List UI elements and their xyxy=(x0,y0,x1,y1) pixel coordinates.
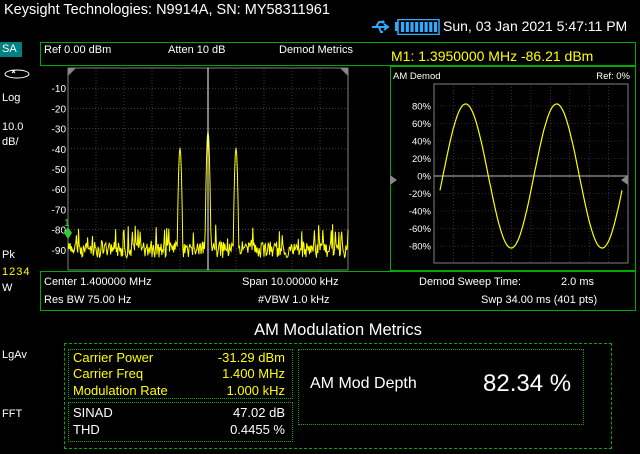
demod-y-tick: 0% xyxy=(417,172,431,183)
demod-y-tick: 40% xyxy=(412,137,432,148)
spectrum-y-tick: -70 xyxy=(52,205,67,216)
trace-mode: W xyxy=(2,282,13,294)
carrier-power-value: -31.29 dBm xyxy=(217,350,285,365)
view-mode: Demod Metrics xyxy=(279,44,353,56)
metrics-title: AM Modulation Metrics xyxy=(254,321,422,339)
sweep-time-label: Demod Sweep Time: xyxy=(419,276,522,288)
demod-y-tick: 80% xyxy=(412,102,432,113)
ref-right-marker xyxy=(340,68,348,76)
scale-value: 10.0 xyxy=(2,121,24,133)
demod-y-tick: -20% xyxy=(409,189,432,200)
spectrum-y-tick: -40 xyxy=(52,145,67,156)
spectrum-y-tick: -10 xyxy=(52,84,67,95)
ref-left-marker xyxy=(68,68,76,76)
span: Span 10.00000 kHz xyxy=(242,276,339,288)
depth-label: AM Mod Depth xyxy=(310,375,417,392)
averaging-label: LgAv xyxy=(2,349,27,361)
demod-ref: Ref: 0% xyxy=(596,71,630,82)
video-bw: #VBW 1.0 kHz xyxy=(258,294,330,306)
carrier-group xyxy=(68,349,293,399)
spectrum-y-tick: -30 xyxy=(52,125,67,136)
scale-unit: dB/ xyxy=(2,136,19,148)
fft-label: FFT xyxy=(2,408,23,420)
distortion-group xyxy=(68,402,293,442)
spectrum-y-tick: -80 xyxy=(52,226,67,237)
marker-readout: M1: 1.3950000 MHz -86.21 dBm xyxy=(391,48,594,64)
spectrum-y-tick: -60 xyxy=(52,185,67,196)
center-freq: Center 1.400000 MHz xyxy=(44,276,152,288)
sweep-info: Center 1.400000 MHz Span 10.00000 kHz De… xyxy=(40,271,636,311)
attenuation: Atten 10 dB xyxy=(168,44,226,56)
thd-value: 0.4455 % xyxy=(230,422,285,437)
demod-y-tick: 20% xyxy=(412,154,432,165)
spectrum-y-tick: -50 xyxy=(52,165,67,176)
thd-label: THD xyxy=(73,422,100,437)
spectrum-y-tick: -90 xyxy=(52,246,67,257)
carrier-power-label: Carrier Power xyxy=(73,350,154,365)
marker-label: 1 xyxy=(64,218,70,229)
depth-value: 82.34 % xyxy=(483,370,572,397)
demod-svg: AM Demod Ref: 0% 80% 60% 40% 20% 0% -20% -40% -… xyxy=(390,66,636,271)
demod-y-tick: -40% xyxy=(409,207,432,218)
depth-group xyxy=(298,349,584,425)
instrument-title: Keysight Technologies: N9914A, SN: MY583… xyxy=(4,2,330,18)
mod-rate-label: Modulation Rate xyxy=(73,383,168,398)
trace-numbers: 1234 xyxy=(2,266,31,278)
battery-icon xyxy=(395,19,440,35)
mode-label: SA xyxy=(2,43,17,55)
usb-icon xyxy=(372,20,390,33)
sweep-points: Swp 34.00 ms (401 pts) xyxy=(481,294,598,306)
metrics-panel: Carrier Power -31.29 dBm Carrier Freq 1.… xyxy=(64,343,612,449)
status-area: Sun, 03 Jan 2021 5:47:11 PM xyxy=(370,18,638,36)
carrier-freq-value: 1.400 MHz xyxy=(222,366,285,381)
detector-label: Pk xyxy=(2,249,15,261)
demod-y-tick: 60% xyxy=(412,119,432,130)
marker-diamond[interactable] xyxy=(64,227,72,239)
carrier-freq-label: Carrier Freq xyxy=(73,366,144,381)
demod-y-tick: -80% xyxy=(409,242,432,253)
ref-level: Ref 0.00 dBm xyxy=(44,44,112,56)
resolution-bw: Res BW 75.00 Hz xyxy=(44,294,132,306)
sweep-time-value: 2.0 ms xyxy=(561,276,595,288)
sinad-value: 47.02 dB xyxy=(232,405,285,420)
zero-right-marker xyxy=(621,175,628,185)
left-panel: SA Log 10.0 dB/ Pk 1234 W LgAv FFT xyxy=(0,42,38,454)
header-row: Ref 0.00 dBm Atten 10 dB Demod Metrics M… xyxy=(40,42,636,66)
demod-title: AM Demod xyxy=(393,71,441,82)
sinad-label: SINAD xyxy=(73,405,113,420)
demod-plot[interactable]: AM Demod Ref: 0% 80% 60% 40% 20% 0% -20% -40% -… xyxy=(390,66,636,271)
date-time: Sun, 03 Jan 2021 5:47:11 PM xyxy=(443,18,628,34)
sweep-mode-icon xyxy=(4,69,30,79)
mod-rate-value: 1.000 kHz xyxy=(226,383,285,398)
title-bar: Keysight Technologies: N9914A, SN: MY583… xyxy=(0,0,640,42)
scale-type: Log xyxy=(2,92,21,104)
zero-left-marker xyxy=(390,175,397,185)
spectrum-y-tick: -20 xyxy=(52,104,67,115)
demod-y-tick: -60% xyxy=(409,224,432,235)
spectrum-svg: -10 -20 -30 -40 -50 -60 -70 -80 -90 1 xyxy=(52,67,349,271)
demod-trace xyxy=(439,103,623,249)
mode-badge[interactable]: SA xyxy=(0,42,22,57)
spectrum-plot[interactable]: -10 -20 -30 -40 -50 -60 -70 -80 -90 1 xyxy=(40,66,386,271)
